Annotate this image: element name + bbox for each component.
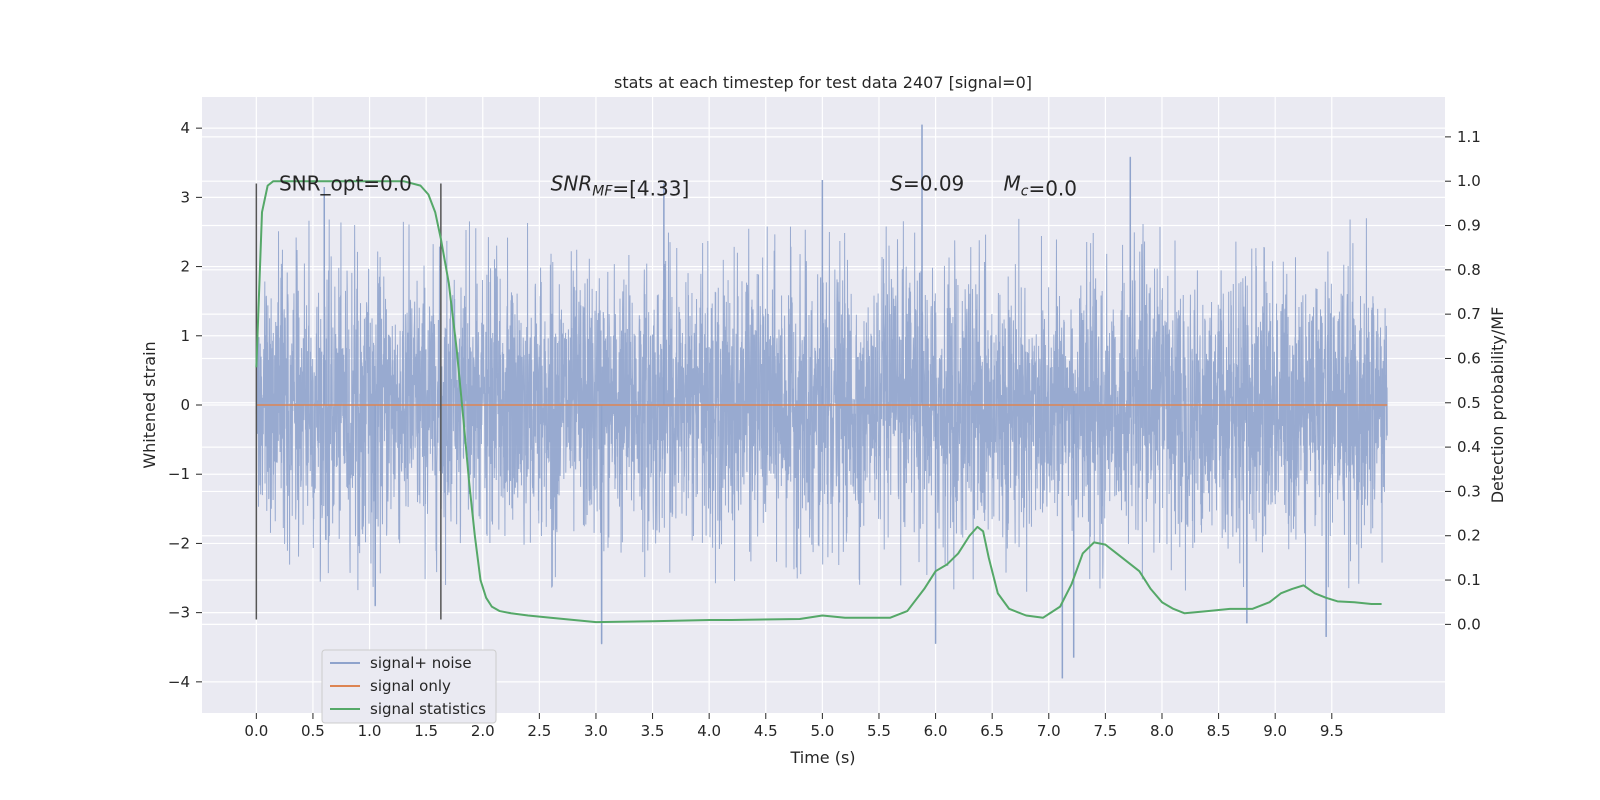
x-tick-label-17: 8.5 bbox=[1207, 722, 1231, 740]
y-left-tick-label-2: 2 bbox=[180, 258, 190, 276]
x-tick-label-16: 8.0 bbox=[1150, 722, 1174, 740]
legend-label-signal-plus-noise: signal+ noise bbox=[370, 654, 472, 672]
series-signal-plus-noise bbox=[255, 124, 1388, 679]
series-signal-statistics bbox=[255, 180, 1382, 624]
y-right-tick-label-7: 0.4 bbox=[1457, 438, 1481, 456]
vertical-markers bbox=[255, 183, 442, 620]
x-tick-label-6: 3.0 bbox=[584, 722, 608, 740]
x-tick-label-19: 9.5 bbox=[1320, 722, 1344, 740]
annotation-s-value: S=0.09 bbox=[890, 171, 964, 195]
legend: signal+ noise signal only signal statist… bbox=[321, 649, 497, 724]
y-right-tick-label-10: 0.1 bbox=[1457, 571, 1481, 589]
legend-label-signal-statistics: signal statistics bbox=[370, 700, 486, 718]
y-right-tick-label-0: 1.1 bbox=[1457, 128, 1481, 146]
y-left-tick-label-1: 3 bbox=[180, 188, 190, 206]
y-right-tick-label-2: 0.9 bbox=[1457, 217, 1481, 235]
y-left-tick-label-5: −1 bbox=[168, 465, 190, 483]
y-right-tick-label-6: 0.5 bbox=[1457, 394, 1481, 412]
x-tick-label-13: 6.5 bbox=[980, 722, 1004, 740]
x-tick-label-3: 1.5 bbox=[414, 722, 438, 740]
x-tick-label-2: 1.0 bbox=[358, 722, 382, 740]
y-right-tick-label-3: 0.8 bbox=[1457, 261, 1481, 279]
y-left-tick-label-6: −2 bbox=[168, 534, 190, 552]
x-tick-label-18: 9.0 bbox=[1263, 722, 1287, 740]
x-tick-label-14: 7.0 bbox=[1037, 722, 1061, 740]
legend-box bbox=[321, 649, 497, 724]
y-right-tick-label-5: 0.6 bbox=[1457, 349, 1481, 367]
annotations: SNR_opt=0.0 SNRMF=[4.33] S=0.09 Mc=0.0 bbox=[279, 171, 1077, 200]
legend-label-signal-only: signal only bbox=[370, 677, 451, 695]
y-right-tick-label-4: 0.7 bbox=[1457, 305, 1481, 323]
x-tick-label-5: 2.5 bbox=[527, 722, 551, 740]
y-axis-right-label: Detection probability/MF bbox=[1488, 307, 1507, 504]
x-tick-label-11: 5.5 bbox=[867, 722, 891, 740]
y-right-tick-label-9: 0.2 bbox=[1457, 527, 1481, 545]
y-right-tick-label-8: 0.3 bbox=[1457, 482, 1481, 500]
x-tick-label-15: 7.5 bbox=[1093, 722, 1117, 740]
y-left-tick-label-7: −3 bbox=[168, 604, 190, 622]
annotation-snr-mf: SNRMF=[4.33] bbox=[551, 171, 690, 200]
x-tick-label-9: 4.5 bbox=[754, 722, 778, 740]
x-tick-label-1: 0.5 bbox=[301, 722, 325, 740]
y-axis-right-ticks: 1.1 1.0 0.9 0.8 0.7 0.6 0.5 0.4 0.3 0.2 0.1 0.0 bbox=[1445, 128, 1481, 633]
x-tick-label-8: 4.0 bbox=[697, 722, 721, 740]
signal-plus-noise-line bbox=[255, 124, 1388, 679]
x-tick-label-4: 2.0 bbox=[471, 722, 495, 740]
x-tick-label-12: 6.0 bbox=[924, 722, 948, 740]
annotation-mc-value: Mc=0.0 bbox=[1003, 171, 1077, 200]
chart-title: stats at each timestep for test data 240… bbox=[614, 73, 1032, 92]
x-tick-label-7: 3.5 bbox=[641, 722, 665, 740]
signal-statistics-line bbox=[255, 180, 1382, 624]
y-left-tick-label-8: −4 bbox=[168, 673, 190, 691]
y-left-tick-label-3: 1 bbox=[180, 327, 190, 345]
x-axis-ticks: 0.0 0.5 1.0 1.5 2.0 2.5 3.0 3.5 4.0 4.5 5.0 5.5 6.0 6… bbox=[244, 713, 1344, 740]
y-axis-left-ticks: 4 3 2 1 0 −1 −2 −3 −4 bbox=[168, 119, 202, 691]
y-left-tick-label-0: 4 bbox=[180, 119, 190, 137]
x-tick-label-0: 0.0 bbox=[244, 722, 268, 740]
y-right-tick-label-1: 1.0 bbox=[1457, 172, 1481, 190]
y-axis-left-label: Whitened strain bbox=[140, 341, 159, 468]
annotation-snr-opt: SNR_opt=0.0 bbox=[279, 171, 412, 195]
x-tick-label-10: 5.0 bbox=[810, 722, 834, 740]
y-left-tick-label-4: 0 bbox=[180, 396, 190, 414]
y-right-tick-label-11: 0.0 bbox=[1457, 615, 1481, 633]
x-axis-label: Time (s) bbox=[789, 748, 855, 767]
